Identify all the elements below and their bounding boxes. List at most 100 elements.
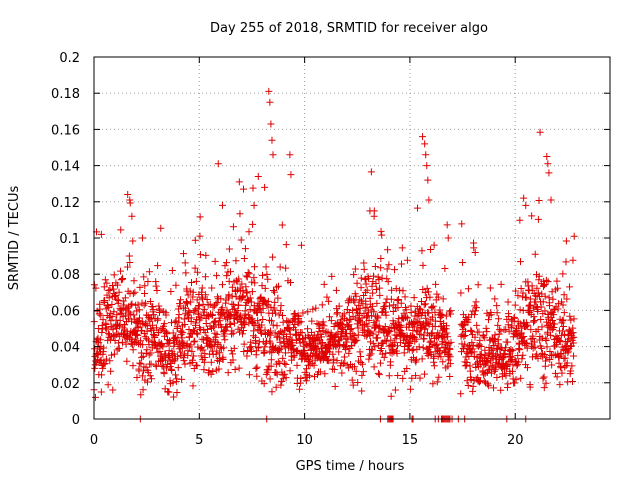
data-point [457,390,465,398]
y-tick-label: 0.08 [51,268,80,283]
data-point [144,277,152,285]
data-point [436,347,444,355]
data-point [246,294,254,302]
data-point [271,329,279,337]
data-point [242,283,250,291]
data-point [490,384,498,392]
data-point [177,296,185,304]
data-point [342,346,350,354]
data-point [549,316,557,324]
data-point [511,301,519,309]
data-point [479,332,487,340]
data-point [484,316,492,324]
data-point [286,151,294,159]
data-point [562,237,570,245]
data-point [220,344,228,352]
data-point [275,333,283,341]
data-point [520,194,528,202]
x-tick-label: 0 [90,433,98,448]
data-point [219,355,227,363]
data-point [160,370,168,378]
data-point [109,386,117,394]
data-point [477,350,485,358]
data-point [369,272,377,280]
data-point [384,246,392,254]
data-point [181,360,189,368]
data-point [238,330,246,338]
data-point [321,370,329,378]
data-point [309,305,317,313]
data-point [129,346,137,354]
data-point [377,264,385,272]
data-point [184,291,192,299]
data-point [527,326,535,334]
data-point [190,338,198,346]
data-point [253,372,261,380]
data-point [97,388,105,396]
data-point [212,350,220,358]
data-point [560,309,568,317]
data-point [303,365,311,373]
data-point [122,340,130,348]
data-point [460,332,468,340]
data-point [230,315,238,323]
data-point [353,279,361,287]
data-point [407,302,415,310]
data-point [141,290,149,298]
data-point [168,367,176,375]
data-point [214,356,222,364]
data-point [372,279,380,287]
data-point [446,353,454,361]
data-point [407,309,415,317]
data-point [437,332,445,340]
data-point [228,283,236,291]
data-point [119,274,127,282]
data-point [416,318,424,326]
data-point [539,298,547,306]
data-point [427,245,435,253]
data-point [471,333,479,341]
data-point [232,257,240,265]
data-point [484,366,492,374]
data-point [199,346,207,354]
data-point [157,224,165,232]
data-point [270,306,278,314]
data-point [191,236,199,244]
data-point [277,344,285,352]
data-point [349,381,357,389]
data-point [127,310,135,318]
data-point [522,201,530,209]
data-point [502,326,510,334]
data-point [471,248,479,256]
data-point [344,299,352,307]
data-point [395,322,403,330]
data-point [318,301,326,309]
data-point [471,307,479,315]
data-point [273,322,281,330]
data-point [447,307,455,315]
data-point [399,374,407,382]
data-point [440,334,448,342]
data-point [264,297,272,305]
data-point [517,285,525,293]
data-point [551,369,559,377]
data-point [230,319,238,327]
data-point [134,301,142,309]
data-point [420,370,428,378]
data-point [319,318,327,326]
data-point [424,288,432,296]
data-point [196,324,204,332]
data-point [480,371,488,379]
data-point [109,285,117,293]
data-point [234,301,242,309]
data-point [526,295,534,303]
data-point [189,382,197,390]
data-point [174,364,182,372]
data-point [157,326,165,334]
data-point [182,269,190,277]
data-point [421,140,429,148]
data-point [464,381,472,389]
data-point [104,381,112,389]
data-point [267,120,275,128]
data-point [304,308,312,316]
